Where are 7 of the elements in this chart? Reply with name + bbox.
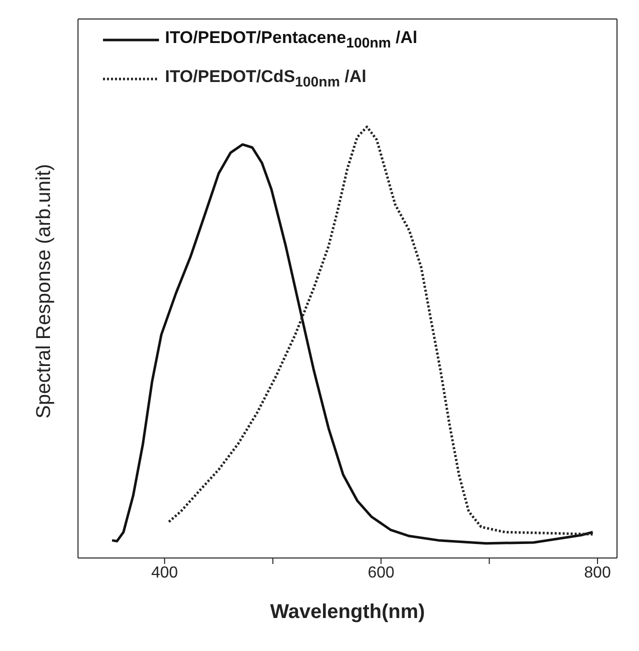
y-axis-title: Spectral Response (arb.unit) xyxy=(33,164,56,418)
x-axis-title: Wavelength(nm) xyxy=(270,601,425,623)
x-tick-label: 400 xyxy=(151,564,178,582)
x-tick-label: 800 xyxy=(584,564,611,582)
x-tick-label: 600 xyxy=(368,564,394,582)
legend-label: ITO/PEDOT/CdS$_{100nm}$ /Al xyxy=(165,67,366,91)
legend-label: ITO/PEDOT/Pentacene$_{100nm}$ /Al xyxy=(165,28,418,52)
